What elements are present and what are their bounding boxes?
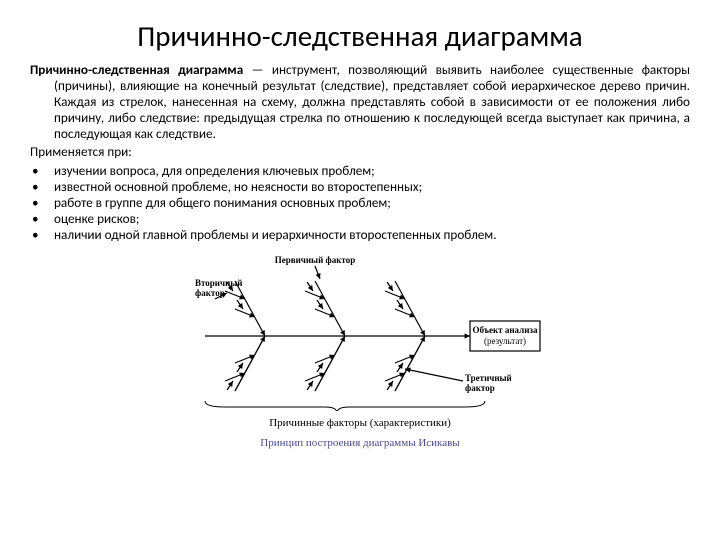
ishikawa-diagram: Объект анализа(результат) Первичный факто… bbox=[30, 251, 690, 411]
svg-text:Первичный фактор: Первичный фактор bbox=[275, 255, 356, 265]
bullet-item: •известной основной проблеме, но неяснос… bbox=[30, 179, 690, 195]
applies-label: Применяется при: bbox=[30, 144, 690, 160]
svg-text:фактор: фактор bbox=[465, 383, 495, 393]
bullet-dot: • bbox=[30, 179, 54, 195]
bullet-text: наличии одной главной проблемы и иерархи… bbox=[54, 227, 497, 243]
bullet-dot: • bbox=[30, 195, 54, 211]
bullet-list: •изучении вопроса, для определения ключе… bbox=[30, 163, 690, 243]
bullet-item: •оценке рисков; bbox=[30, 211, 690, 227]
definition-term: Причинно-следственная диаграмма bbox=[30, 61, 243, 78]
definition-paragraph: Причинно-следственная диаграмма — инстру… bbox=[30, 62, 690, 142]
bullet-text: изучении вопроса, для определения ключев… bbox=[54, 163, 375, 179]
bullet-dot: • bbox=[30, 227, 54, 243]
bullet-text: работе в группе для общего понимания осн… bbox=[54, 195, 391, 211]
svg-text:Третичный: Третичный bbox=[465, 373, 512, 383]
bullet-dot: • bbox=[30, 163, 54, 179]
svg-text:Объект анализа: Объект анализа bbox=[473, 325, 538, 335]
svg-text:Вторичный: Вторичный bbox=[195, 278, 242, 288]
page-title: Причинно-следственная диаграмма bbox=[30, 18, 690, 54]
bullet-text: оценке рисков; bbox=[54, 211, 139, 227]
svg-text:(результат): (результат) bbox=[484, 336, 526, 346]
bullet-text: известной основной проблеме, но неясност… bbox=[54, 179, 422, 195]
caption-principle: Принцип построения диаграммы Исикавы bbox=[30, 437, 690, 449]
bullet-item: •работе в группе для общего понимания ос… bbox=[30, 195, 690, 211]
bullet-item: •изучении вопроса, для определения ключе… bbox=[30, 163, 690, 179]
bullet-dot: • bbox=[30, 211, 54, 227]
bullet-item: •наличии одной главной проблемы и иерарх… bbox=[30, 227, 690, 243]
caption-factors: Причинные факторы (характеристики) bbox=[30, 417, 690, 429]
